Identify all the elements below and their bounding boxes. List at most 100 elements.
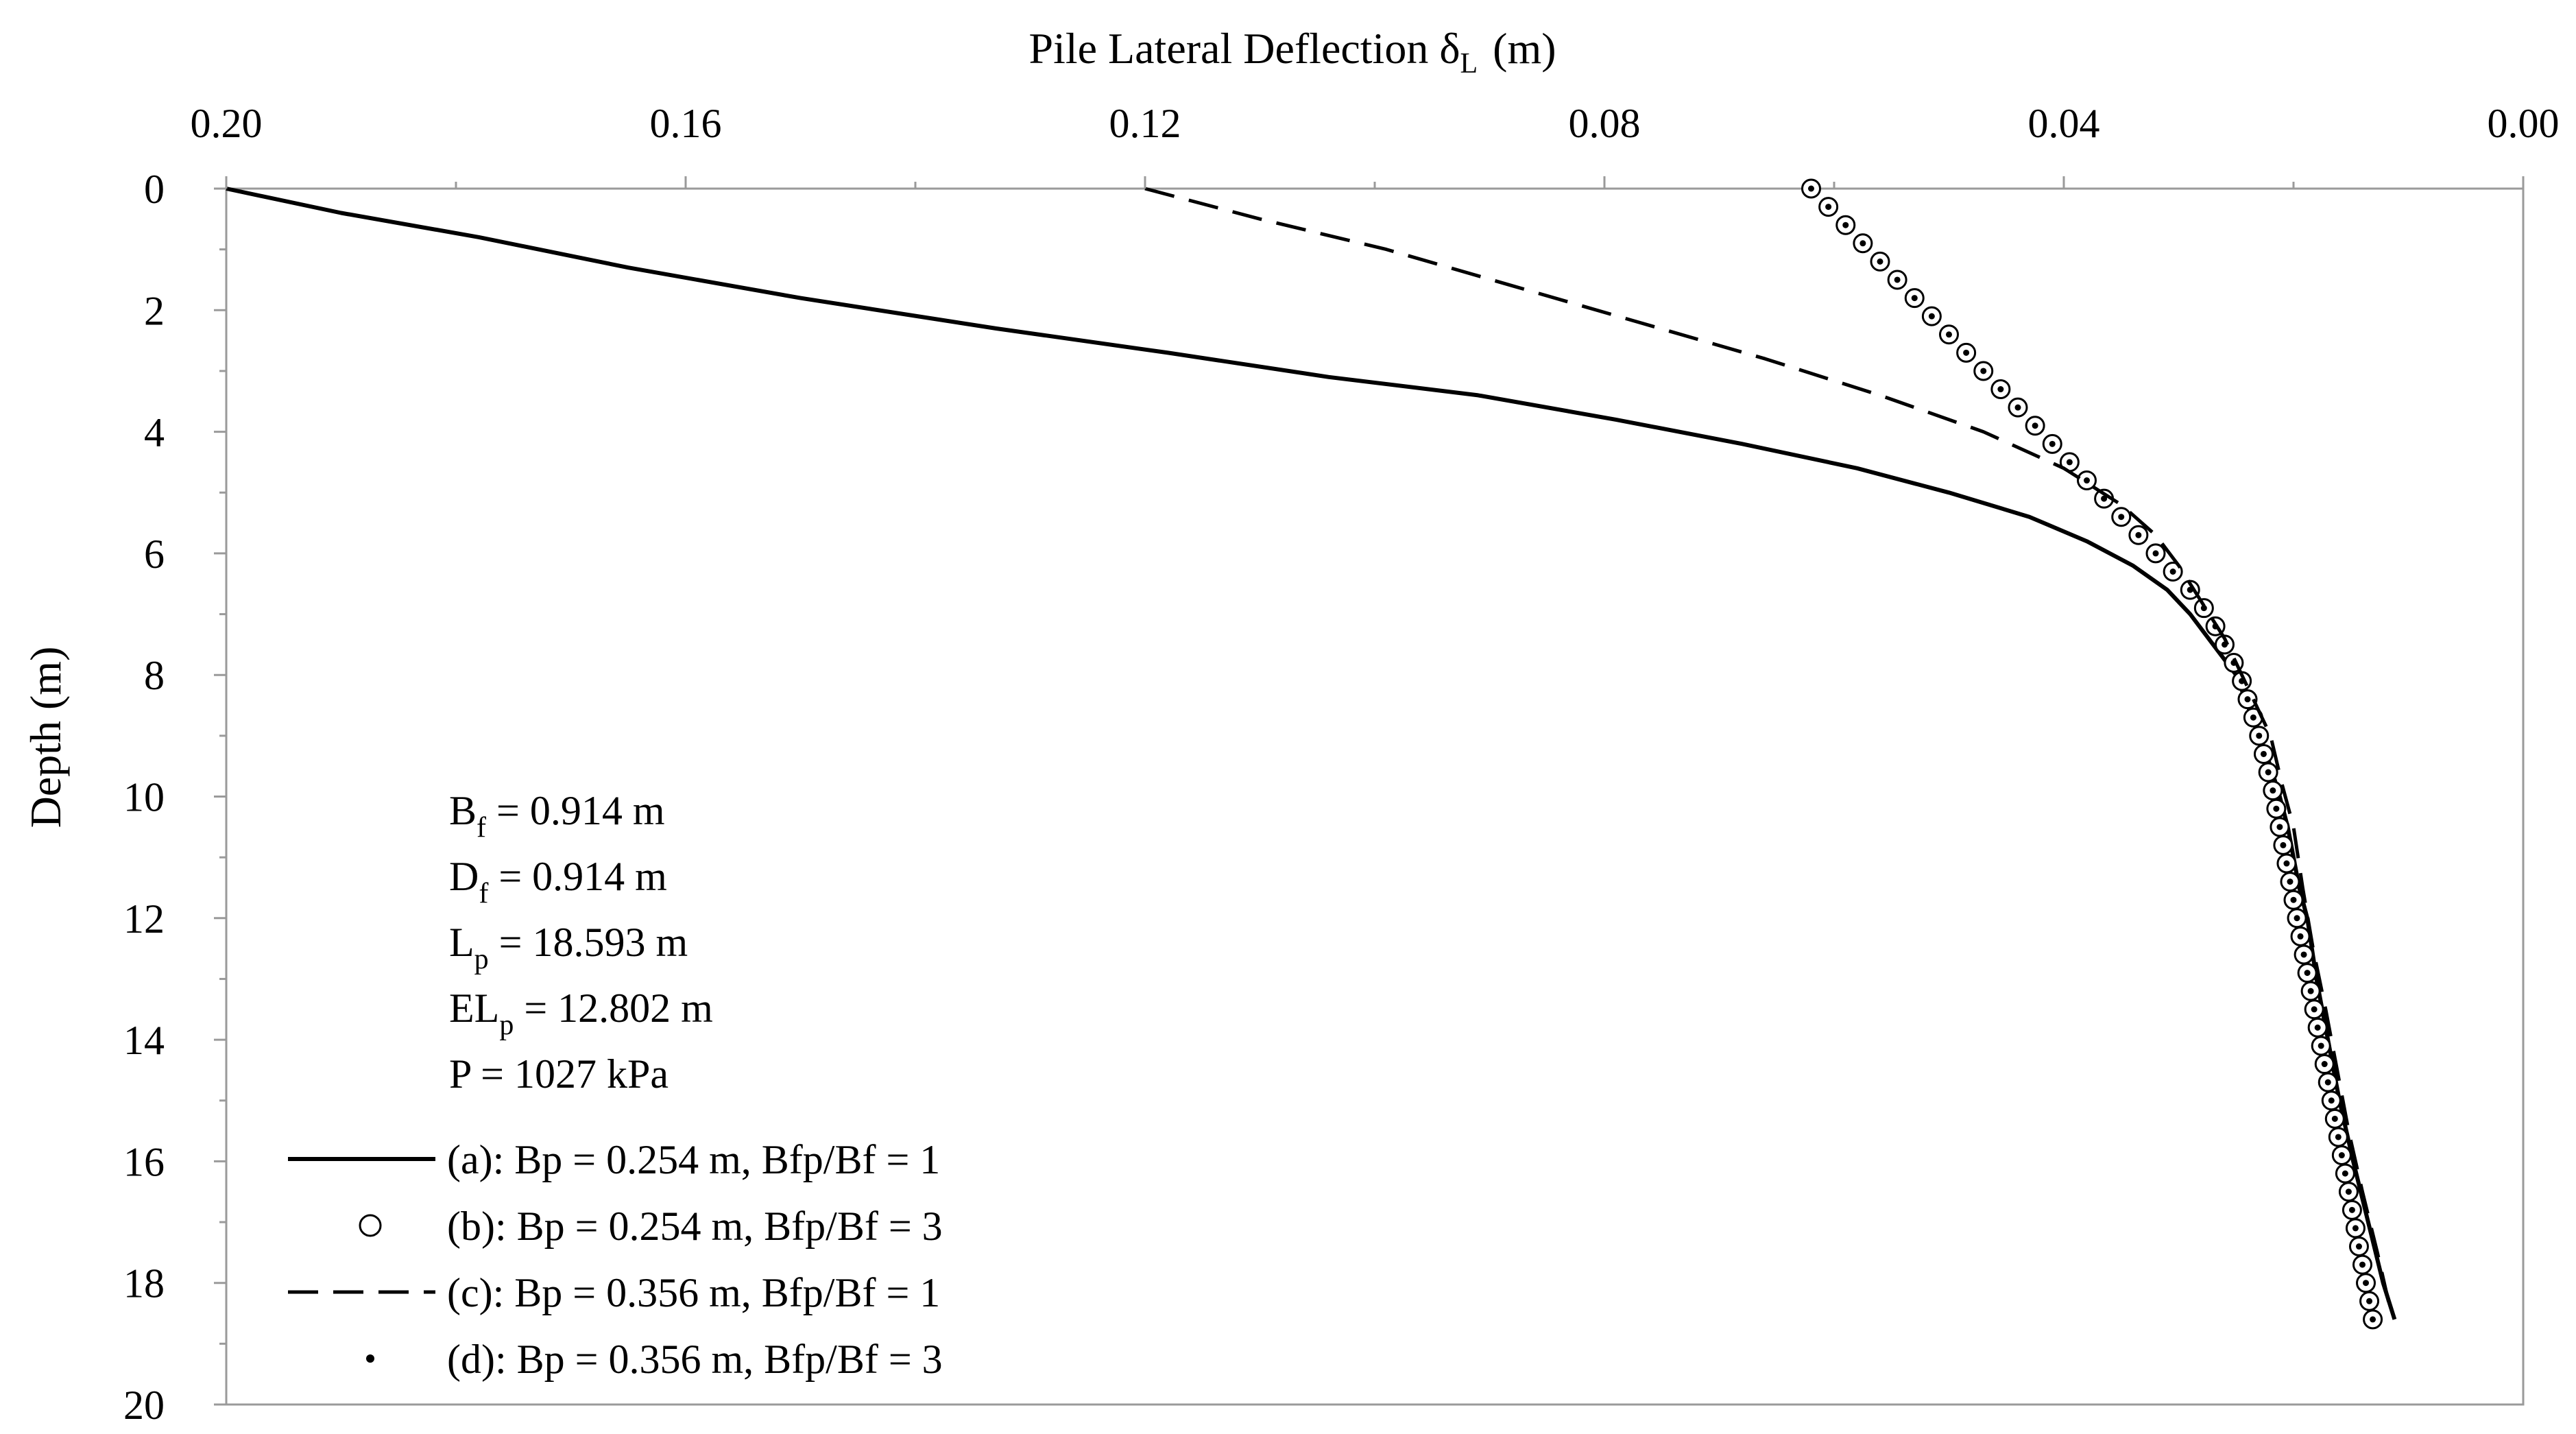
data-point-dot [2239,678,2246,684]
legend-label: (b): Bp = 0.254 m, Bfp/Bf = 3 [447,1204,943,1249]
data-point-dot [2270,787,2276,794]
data-point-dot [2342,1170,2348,1177]
data-point-dot [1911,295,1918,302]
data-point-dot [2222,641,2228,648]
data-point-dot [2324,1079,2331,1086]
y-axis-title: Depth (m) [21,647,70,828]
data-point-dot [1928,313,1935,320]
annotation-line: Lp = 18.593 m [449,920,688,975]
data-point-dot [2101,495,2108,502]
y-tick-label: 8 [144,653,165,698]
y-tick-label: 2 [144,288,165,333]
data-point-dot [2280,841,2287,848]
data-point-dot [2283,860,2290,867]
legend-item: (b): Bp = 0.254 m, Bfp/Bf = 3 [359,1204,943,1249]
series-b [1801,178,2383,1330]
data-point-dot [2345,1188,2352,1195]
data-point-dot [1963,349,1970,356]
data-point-dot [2321,1061,2328,1068]
data-point-dot [2265,769,2272,776]
y-tick-label: 10 [123,775,165,820]
data-point-dot [2244,696,2251,703]
data-point-dot [2352,1225,2359,1232]
data-point-dot [2135,531,2142,538]
annotation-value: = 12.802 m [514,985,713,1031]
data-point-dot [2311,1006,2318,1013]
x-tick-label: 0.12 [1109,101,1181,146]
data-point-dot [2256,732,2263,739]
legend-swatch-dot [366,1354,374,1363]
legend-swatch-circle [359,1214,382,1237]
legend-label: (d): Bp = 0.356 m, Bfp/Bf = 3 [447,1337,943,1382]
data-point-dot [2304,970,2311,977]
x-tick-label: 0.16 [650,101,722,146]
x-axis-title-subscript: L [1460,48,1478,80]
data-point-dot [2273,805,2280,812]
data-point-dot [2049,440,2056,447]
series-c [1144,187,2393,1314]
y-tick-label: 20 [123,1383,165,1428]
y-tick-label: 0 [144,167,165,212]
data-point-dot [1946,331,1952,338]
annotation-subscript: f [479,878,488,909]
annotation-value: = 0.914 m [486,788,665,833]
data-point-dot [2331,1115,2338,1122]
y-tick-label: 14 [123,1018,165,1063]
data-point-dot [2318,1042,2324,1049]
data-point-dot [2014,404,2021,411]
data-point-dot [2032,422,2038,429]
annotation-main: L [449,920,474,965]
x-axis-title-text: Pile Lateral Deflection [1028,24,1428,73]
data-point-dot [2118,514,2125,521]
data-point-dot [2290,896,2297,903]
annotation-subscript: p [499,1009,514,1041]
annotation-main: D [449,854,479,899]
data-point-dot [1980,368,1987,374]
data-point-dot [1825,204,1832,211]
data-point-dot [2338,1152,2345,1159]
y-tick-label: 18 [123,1261,165,1306]
data-point-dot [2084,477,2090,484]
x-tick-label: 0.00 [2488,101,2560,146]
data-point-dot [1894,276,1901,283]
annotation-subscript: p [474,944,489,975]
x-axis-title-symbol: δ [1439,24,1460,73]
y-tick-label: 6 [144,531,165,577]
legend-item: (a): Bp = 0.254 m, Bfp/Bf = 1 [288,1137,940,1182]
annotation-value: = 0.914 m [488,854,667,899]
data-point-dot [2297,933,2304,940]
data-point-dot [2200,605,2207,612]
data-point-dot [2287,879,2294,885]
data-point-dot [2348,1206,2355,1213]
data-point-dot [2366,1298,2373,1304]
y-tick-label: 4 [144,410,165,455]
legend-label: (a): Bp = 0.254 m, Bfp/Bf = 1 [447,1137,940,1182]
y-tick-label: 16 [123,1139,165,1184]
data-point-dot [1808,185,1814,192]
data-point-dot [2152,550,2159,557]
data-point-dot [1877,258,1883,265]
annotation-line: P = 1027 kPa [449,1051,669,1097]
data-point-dot [2314,1024,2321,1031]
data-point-dot [2250,714,2256,721]
data-point-dot [2370,1316,2376,1323]
data-point-dot [2212,623,2219,630]
annotation-line: Bf = 0.914 m [449,788,665,844]
data-point-dot [2363,1280,2370,1287]
x-tick-label: 0.20 [191,101,263,146]
series-line [226,187,2397,1320]
annotation-subscript: f [477,812,486,844]
annotation-main: EL [449,985,499,1031]
series-line [1144,187,2393,1314]
annotation-line: Df = 0.914 m [449,854,667,909]
data-point-dot [2300,951,2307,958]
annotation-line: ELp = 12.802 m [449,985,713,1041]
x-tick-label: 0.04 [2028,101,2100,146]
series-d [1808,185,2376,1323]
data-point-dot [2335,1134,2342,1140]
data-point-dot [2169,568,2176,575]
x-axis-title-unit: (m) [1493,24,1556,73]
data-point-dot [2066,459,2073,466]
data-point-dot [2355,1243,2362,1250]
